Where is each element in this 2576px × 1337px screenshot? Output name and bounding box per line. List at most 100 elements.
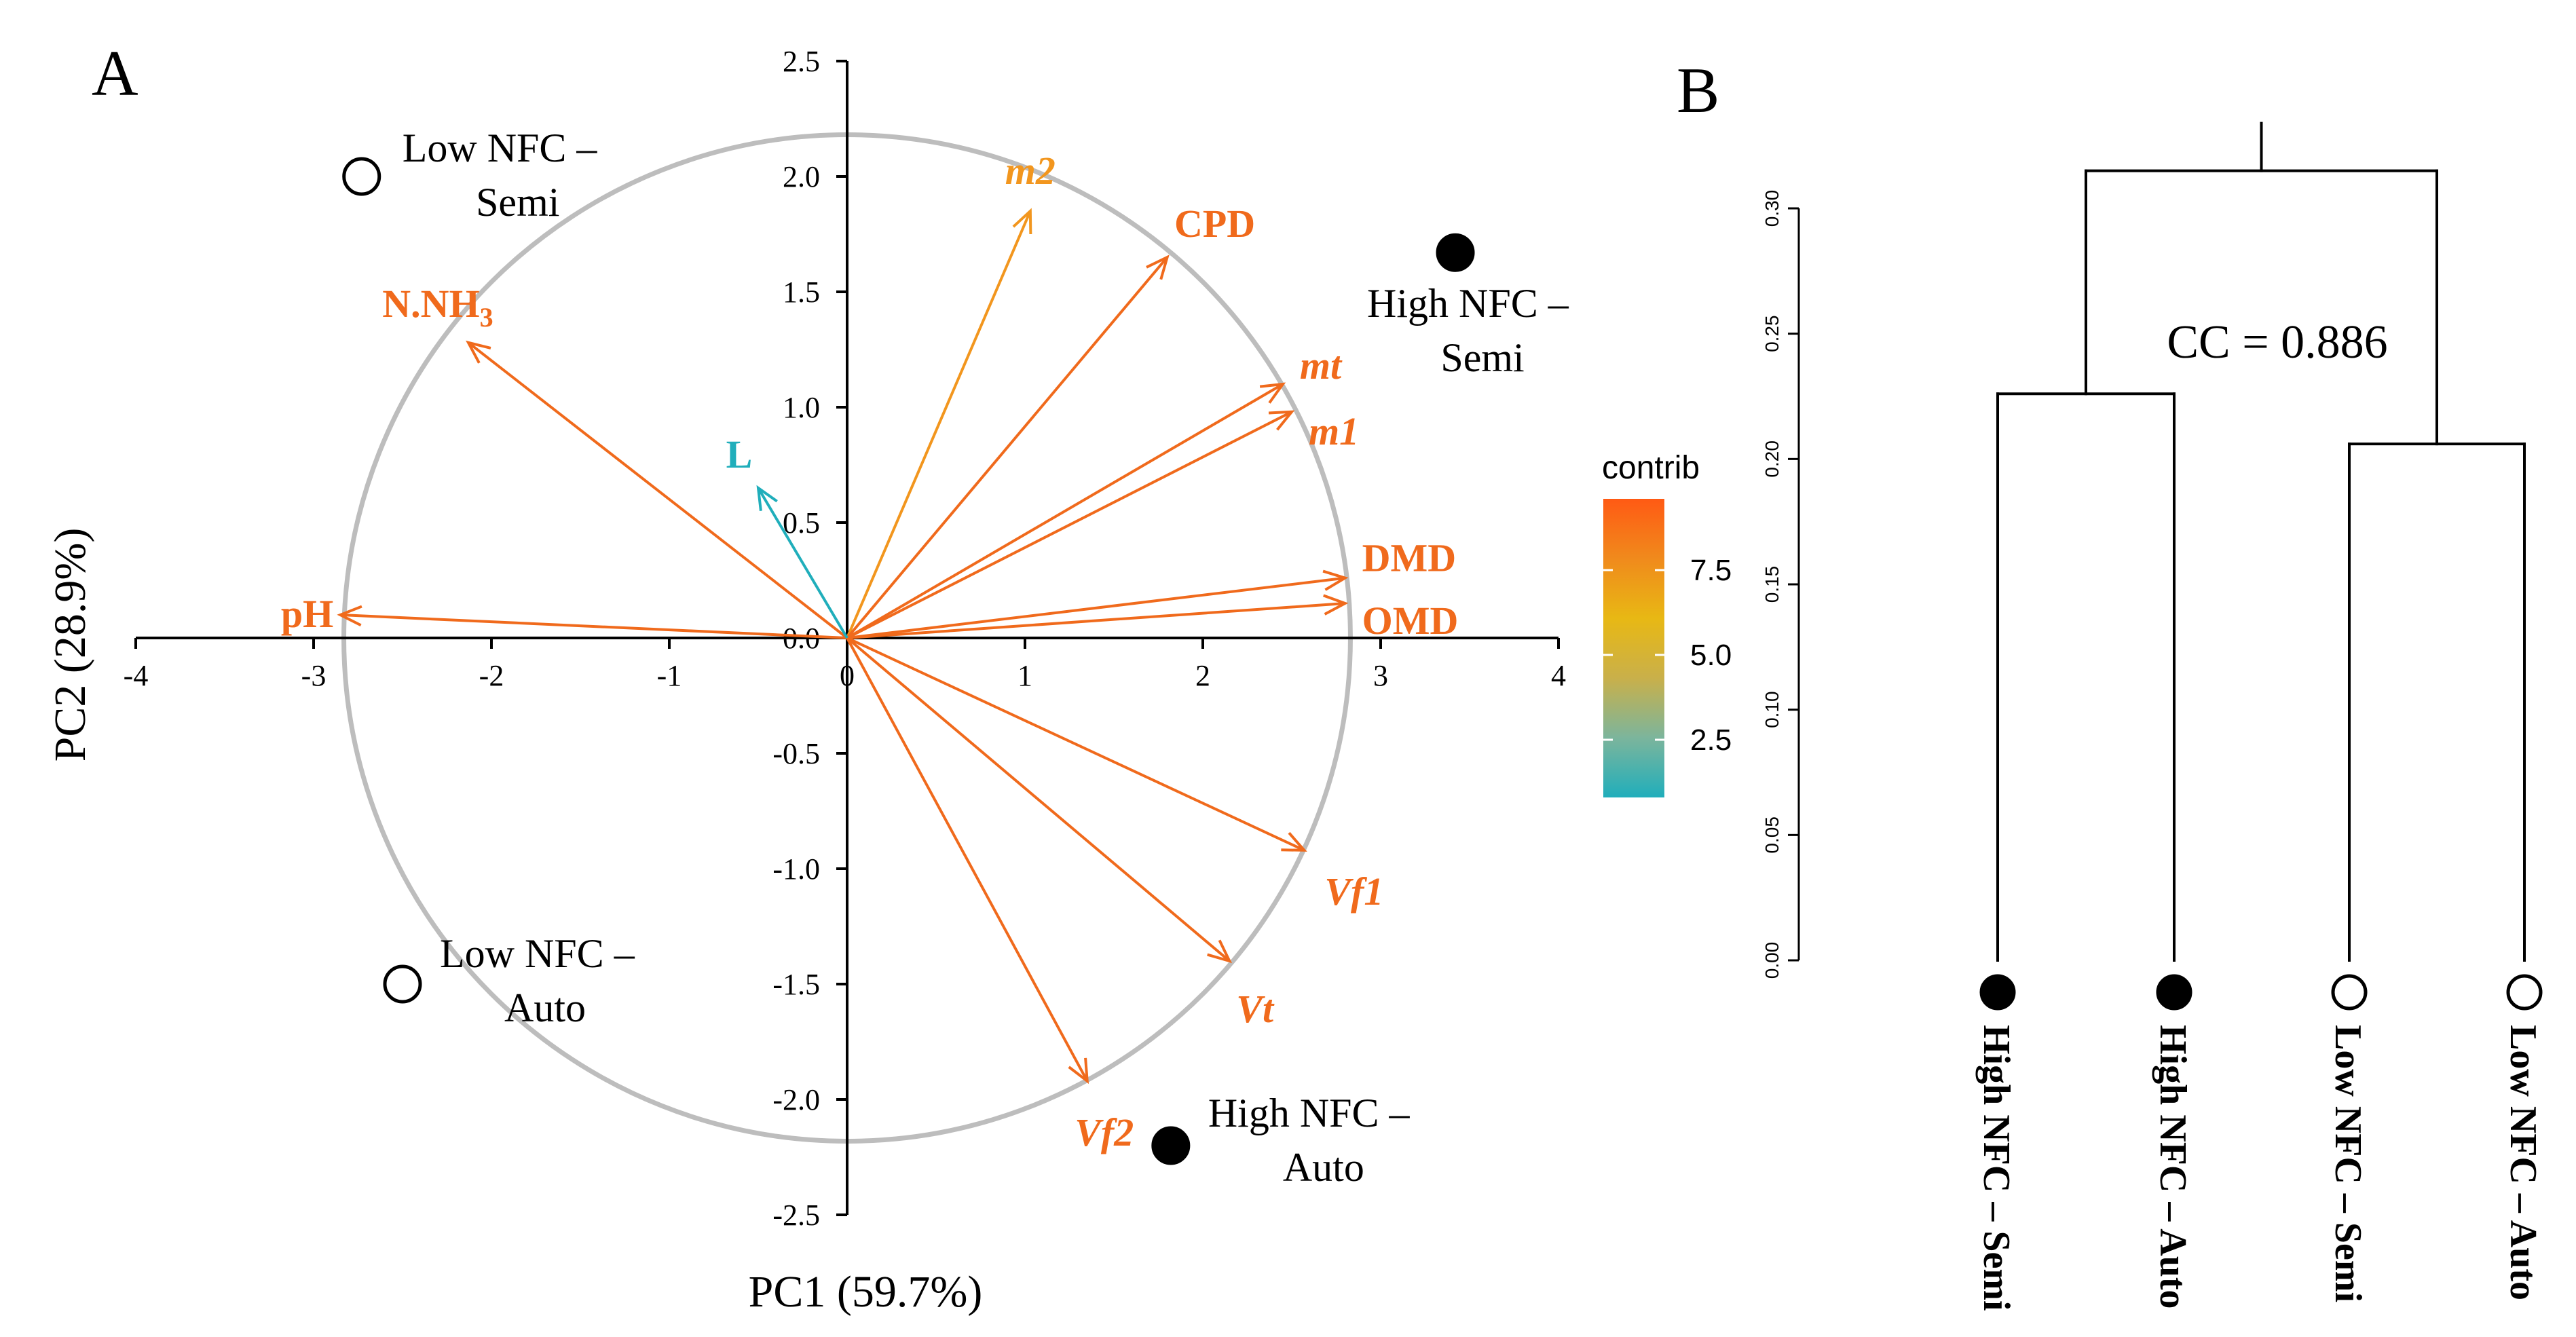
group-point-low-nfc-semi: Low NFC – Semi	[342, 126, 597, 225]
variable-label: Vt	[1236, 987, 1275, 1031]
arrow-shaft	[846, 637, 1305, 852]
y-tick-label: 2.0	[783, 160, 820, 193]
group-label-line2: Semi	[1440, 335, 1524, 380]
y-tick-label: -1.0	[772, 852, 820, 886]
group-label-line2: Semi	[476, 180, 559, 225]
leaf-label: High NFC – Semi	[1975, 1025, 2017, 1311]
variable-arrow-vf1: Vf1	[846, 637, 1383, 914]
arrow-head	[1146, 255, 1170, 280]
leaf-marker	[2156, 974, 2192, 1011]
variable-arrow-dmd: DMD	[846, 536, 1457, 639]
x-tick-label: -1	[657, 659, 682, 692]
pca-axes: -4 -3 -2 -1 0 1 2 3 4 2.5 2.0 1.5 1.0 0.5 0.0 -0.5 -1.0 -…	[124, 45, 1566, 1232]
variable-label: Vf1	[1324, 869, 1383, 914]
arrow-head	[756, 485, 778, 512]
panel-label-a: A	[92, 37, 138, 109]
variable-label: Vf2	[1075, 1110, 1134, 1154]
group-marker	[342, 157, 381, 196]
leaf-low-nfc-auto: Low NFC – Auto	[2502, 974, 2544, 1300]
legend-tick-label: 5.0	[1690, 639, 1732, 672]
variable-label: pH	[281, 592, 333, 636]
x-tick-label: 2	[1195, 659, 1210, 692]
variable-label-subscript: 3	[480, 302, 493, 333]
group-label-line2: Auto	[504, 985, 586, 1030]
variable-arrow-ph: pH	[281, 592, 848, 639]
arrow-shaft	[757, 487, 848, 639]
x-tick-label: 4	[1551, 659, 1566, 692]
height-tick-label: 0.05	[1761, 816, 1782, 854]
legend-title: contrib	[1602, 450, 1700, 486]
y-tick-label: 0.5	[783, 506, 820, 540]
arrow-shaft	[846, 383, 1284, 639]
arrow-shaft	[846, 210, 1032, 639]
arrow-shaft	[846, 637, 1089, 1082]
variable-label: m2	[1005, 149, 1056, 193]
arrow-head	[1268, 410, 1295, 431]
x-axis-title: PC1 (59.7%)	[749, 1267, 983, 1317]
group-point-high-nfc-auto: High NFC – Auto	[1151, 1091, 1411, 1190]
arrow-head	[1207, 939, 1233, 964]
y-tick-label: -0.5	[772, 737, 820, 770]
dendrogram-height-axis: 0.00 0.05 0.10 0.15 0.20 0.25 0.30	[1761, 190, 1800, 979]
variable-label: DMD	[1362, 536, 1457, 580]
variable-arrow-n-nh3: N.NH3	[382, 282, 848, 639]
variable-arrow-l: L	[726, 432, 848, 639]
group-point-low-nfc-auto: Low NFC – Auto	[383, 931, 635, 1030]
arrow-head	[1012, 208, 1032, 235]
group-point-high-nfc-semi: High NFC – Semi	[1367, 233, 1569, 380]
group-label-line1: Low NFC –	[440, 931, 635, 976]
legend-ticks: 7.5 5.0 2.5	[1603, 554, 1732, 757]
arrow-shaft	[467, 341, 848, 639]
x-tick-label: 0	[840, 659, 855, 692]
leaf-high-nfc-semi: High NFC – Semi	[1975, 974, 2017, 1311]
arrow-shaft	[846, 576, 1345, 639]
leaf-marker	[2506, 974, 2543, 1011]
variable-label: N.NH3	[382, 282, 493, 333]
variable-label: mt	[1300, 343, 1343, 388]
variable-label: OMD	[1362, 599, 1459, 643]
x-tick-label: 1	[1018, 659, 1032, 692]
variable-arrow-mt: mt	[846, 343, 1343, 639]
x-tick-label: -2	[479, 659, 504, 692]
leaf-high-nfc-auto: High NFC – Auto	[2152, 974, 2194, 1309]
arrow-shaft	[846, 411, 1292, 639]
arrow-shaft	[846, 256, 1169, 639]
y-tick-label: 1.5	[783, 276, 820, 309]
arrow-head	[1068, 1057, 1089, 1085]
arrow-head	[337, 605, 362, 627]
panel-label-b: B	[1677, 54, 1719, 126]
variable-label: L	[726, 432, 753, 476]
x-tick-label: -4	[124, 659, 149, 692]
variable-arrow-vf2: Vf2	[846, 637, 1134, 1154]
arrow-shaft	[846, 637, 1231, 962]
arrow-shaft	[340, 614, 848, 639]
dendrogram-branches	[1996, 121, 2526, 962]
leaf-low-nfc-semi: Low NFC – Semi	[2327, 974, 2369, 1302]
legend-tick-label: 7.5	[1690, 554, 1732, 587]
height-tick-label: 0.15	[1761, 566, 1782, 603]
group-label-line1: High NFC –	[1208, 1091, 1411, 1135]
variable-arrow-cpd: CPD	[846, 202, 1255, 639]
variable-arrow-m1: m1	[846, 409, 1359, 639]
arrow-head	[1259, 382, 1286, 404]
y-axis-title: PC2 (28.9%)	[45, 528, 95, 762]
height-tick-label: 0.25	[1761, 315, 1782, 352]
y-tick-label: 2.5	[783, 45, 820, 78]
leaf-label: High NFC – Auto	[2152, 1025, 2194, 1309]
arrow-head	[1322, 594, 1349, 616]
arrow-head	[466, 340, 491, 364]
pca-biplot-panel: A -4 -3 -2 -1 0 1 2 3 4 2.5 2.0 1.5 1.0 0.5 0.0 -0.5 -1.…	[45, 37, 1732, 1317]
group-marker	[1151, 1126, 1191, 1165]
leaf-label: Low NFC – Semi	[2327, 1025, 2369, 1302]
arrow-head	[1281, 831, 1307, 852]
group-label-line2: Auto	[1283, 1145, 1364, 1190]
variable-label: CPD	[1174, 202, 1255, 246]
dendrogram-leaves: High NFC – Semi High NFC – Auto Low NFC – …	[1975, 974, 2544, 1311]
y-tick-label: 0.0	[783, 622, 820, 655]
height-tick-label: 0.20	[1761, 440, 1782, 478]
variable-arrow-omd: OMD	[846, 594, 1459, 643]
group-marker	[1436, 233, 1475, 272]
variable-arrow-vt: Vt	[846, 637, 1275, 1031]
x-tick-label: -3	[301, 659, 326, 692]
variable-label: m1	[1309, 409, 1359, 453]
